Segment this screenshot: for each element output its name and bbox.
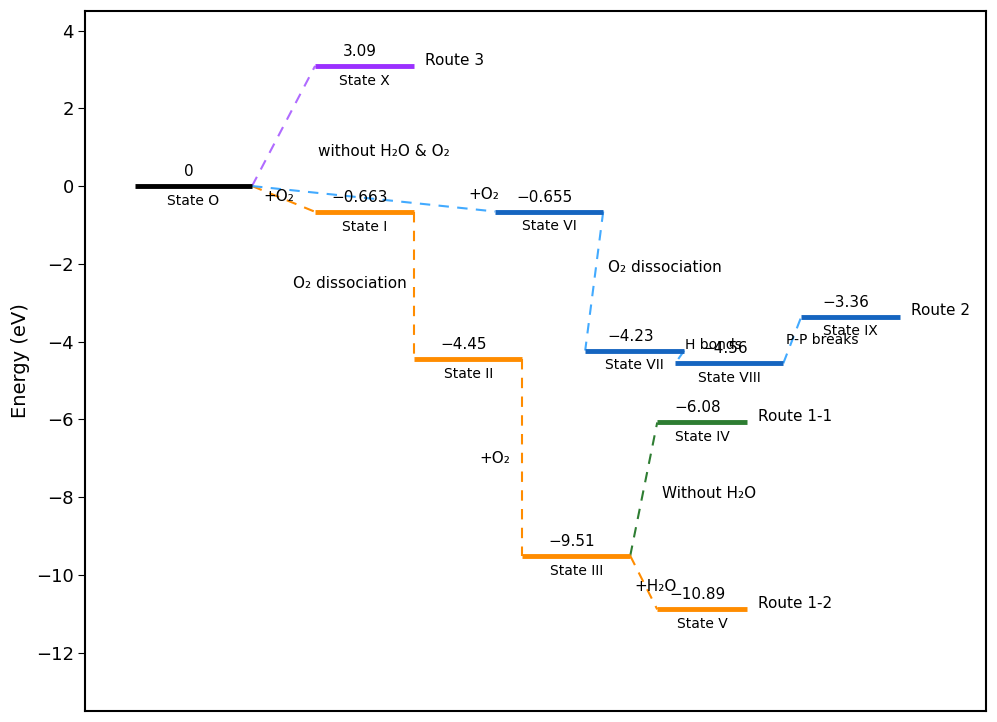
Text: −4.45: −4.45 (441, 337, 487, 352)
Text: 0: 0 (184, 164, 193, 179)
Text: 3.09: 3.09 (343, 44, 377, 59)
Text: State V: State V (677, 617, 728, 631)
Text: −6.08: −6.08 (674, 401, 721, 415)
Text: State O: State O (167, 193, 219, 208)
Text: State II: State II (444, 367, 493, 380)
Text: −0.663: −0.663 (332, 190, 389, 205)
Text: −10.89: −10.89 (670, 588, 726, 602)
Text: +O₂: +O₂ (263, 189, 294, 204)
Text: Route 1-2: Route 1-2 (758, 596, 832, 611)
Text: −4.23: −4.23 (607, 329, 654, 344)
Text: Route 3: Route 3 (425, 53, 485, 68)
Text: +H₂O: +H₂O (635, 579, 677, 594)
Text: State IV: State IV (675, 430, 730, 444)
Text: O₂ dissociation: O₂ dissociation (608, 260, 722, 275)
Text: −0.655: −0.655 (516, 189, 573, 204)
Text: State VIII: State VIII (698, 371, 761, 385)
Text: State III: State III (549, 564, 603, 578)
Text: State VII: State VII (605, 358, 664, 373)
Text: O₂ dissociation: O₂ dissociation (292, 276, 407, 291)
Text: Route 2: Route 2 (911, 303, 970, 318)
Text: State VI: State VI (521, 219, 576, 233)
Text: Without H₂O: Without H₂O (662, 486, 756, 500)
Text: State IX: State IX (824, 324, 878, 339)
Text: without H₂O & O₂: without H₂O & O₂ (318, 144, 450, 160)
Text: State I: State I (342, 219, 387, 234)
Text: −3.36: −3.36 (823, 295, 869, 310)
Text: State X: State X (339, 74, 390, 87)
Text: −4.56: −4.56 (702, 342, 748, 357)
Text: +O₂: +O₂ (469, 187, 499, 202)
Text: P-P breaks: P-P breaks (786, 333, 858, 347)
Text: H bonds: H bonds (685, 338, 742, 352)
Y-axis label: Energy (eV): Energy (eV) (11, 303, 30, 419)
Text: Route 1-1: Route 1-1 (758, 409, 832, 424)
Text: +O₂: +O₂ (480, 451, 510, 466)
Text: −9.51: −9.51 (548, 534, 595, 549)
